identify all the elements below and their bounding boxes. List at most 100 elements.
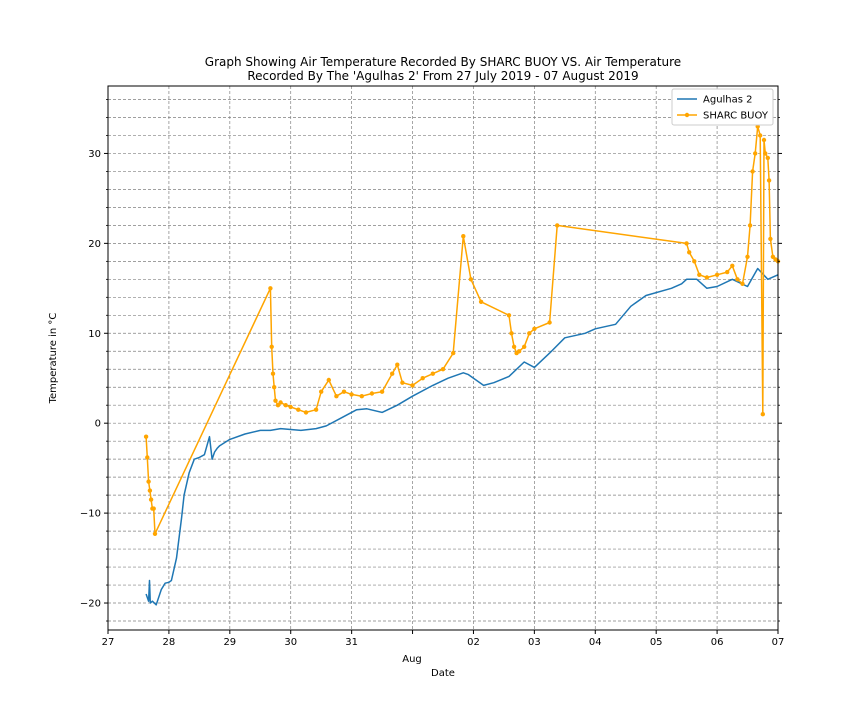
data-point: [451, 350, 456, 356]
data-point: [319, 389, 324, 394]
data-point: [326, 377, 331, 383]
data-point: [745, 254, 750, 259]
x-tick-label: 04: [589, 637, 602, 648]
legend-marker-sharc: [684, 112, 690, 118]
data-point: [440, 367, 446, 372]
data-point: [303, 410, 309, 415]
data-point: [410, 383, 415, 388]
chart-subtitle: Recorded By The 'Agulhas 2' From 27 July…: [247, 69, 638, 83]
y-axis: −20 −10 0 10 20 30: [80, 99, 782, 622]
y-tick-label: 0: [95, 419, 101, 430]
data-point: [151, 506, 156, 511]
data-point: [430, 371, 435, 376]
data-point: [765, 155, 770, 161]
legend-label-agulhas: Agulhas 2: [703, 95, 753, 106]
data-point: [532, 326, 537, 331]
data-point: [273, 398, 278, 403]
data-point: [278, 400, 283, 405]
data-point: [341, 389, 347, 394]
data-point: [395, 362, 400, 367]
x-tick-label: 07: [772, 637, 785, 648]
plot-area: [107, 85, 781, 631]
x-tick-label: 30: [284, 637, 297, 648]
data-point: [461, 234, 466, 239]
data-point: [750, 169, 755, 174]
data-point: [516, 349, 522, 354]
x-tick-label: 02: [467, 637, 480, 648]
data-point: [753, 151, 758, 156]
data-point: [400, 380, 405, 385]
data-point: [522, 344, 527, 349]
data-point: [334, 394, 339, 399]
data-point: [547, 320, 552, 325]
data-point: [369, 391, 375, 396]
data-point: [146, 479, 151, 484]
x-axis-label: Date: [431, 668, 455, 679]
data-point: [697, 272, 702, 277]
data-point: [725, 269, 730, 275]
data-point: [468, 277, 474, 282]
y-tick-label: 30: [88, 149, 101, 160]
data-point: [758, 133, 763, 138]
y-axis-label: Temperature in °C: [48, 313, 59, 405]
data-point: [761, 137, 767, 143]
data-point: [692, 259, 697, 264]
plot-background: [108, 86, 778, 630]
data-point: [763, 151, 768, 156]
data-point: [768, 236, 773, 242]
data-point: [714, 272, 720, 277]
data-point: [478, 299, 484, 304]
y-tick-label: 20: [88, 239, 101, 250]
data-point: [143, 434, 149, 439]
series-layer: [143, 124, 781, 606]
data-point: [740, 281, 745, 286]
data-point: [269, 344, 274, 349]
data-point: [511, 344, 517, 349]
data-point: [147, 488, 153, 493]
data-point: [506, 313, 512, 318]
data-point: [272, 385, 277, 390]
data-point: [359, 394, 364, 399]
x-tick-label: 03: [528, 637, 541, 648]
legend-label-sharc: SHARC BUOY: [703, 111, 769, 122]
x-minor-label: Aug: [402, 654, 422, 665]
data-point: [390, 371, 395, 376]
data-point: [704, 275, 710, 280]
x-tick-label: 05: [650, 637, 663, 648]
data-point: [766, 178, 772, 183]
data-point: [684, 241, 689, 246]
data-point: [268, 286, 273, 291]
data-point: [527, 331, 532, 336]
plot-frame: [107, 85, 779, 631]
data-point: [283, 403, 288, 408]
x-tick-label: 27: [102, 637, 115, 648]
x-tick-label: 28: [163, 637, 176, 648]
legend-frame: [671, 88, 774, 126]
data-point: [747, 223, 753, 228]
y-tick-label: −10: [80, 509, 101, 520]
x-tick-label: 06: [711, 637, 724, 648]
x-tick-label: 31: [345, 637, 358, 648]
data-point: [145, 455, 150, 460]
data-point: [152, 531, 158, 536]
data-point: [687, 250, 692, 255]
data-point: [379, 389, 385, 394]
y-tick-label: −20: [80, 599, 101, 610]
x-tick-label: 29: [223, 637, 236, 648]
data-point: [509, 331, 514, 336]
data-point: [288, 404, 293, 410]
y-tick-label: 10: [88, 329, 101, 340]
data-point: [730, 263, 735, 268]
data-point: [555, 223, 560, 228]
legend: Agulhas 2 SHARC BUOY: [671, 88, 774, 126]
data-point: [735, 277, 740, 282]
data-point: [313, 407, 319, 412]
chart-title: Graph Showing Air Temperature Recorded B…: [205, 55, 681, 69]
data-point: [349, 392, 354, 397]
x-axis: 27 28 29 30 31 02 03 04 05 06 07: [102, 630, 785, 648]
grid: [107, 86, 779, 630]
data-point: [760, 412, 765, 417]
series-line-0: [145, 267, 779, 606]
data-point: [420, 376, 425, 381]
